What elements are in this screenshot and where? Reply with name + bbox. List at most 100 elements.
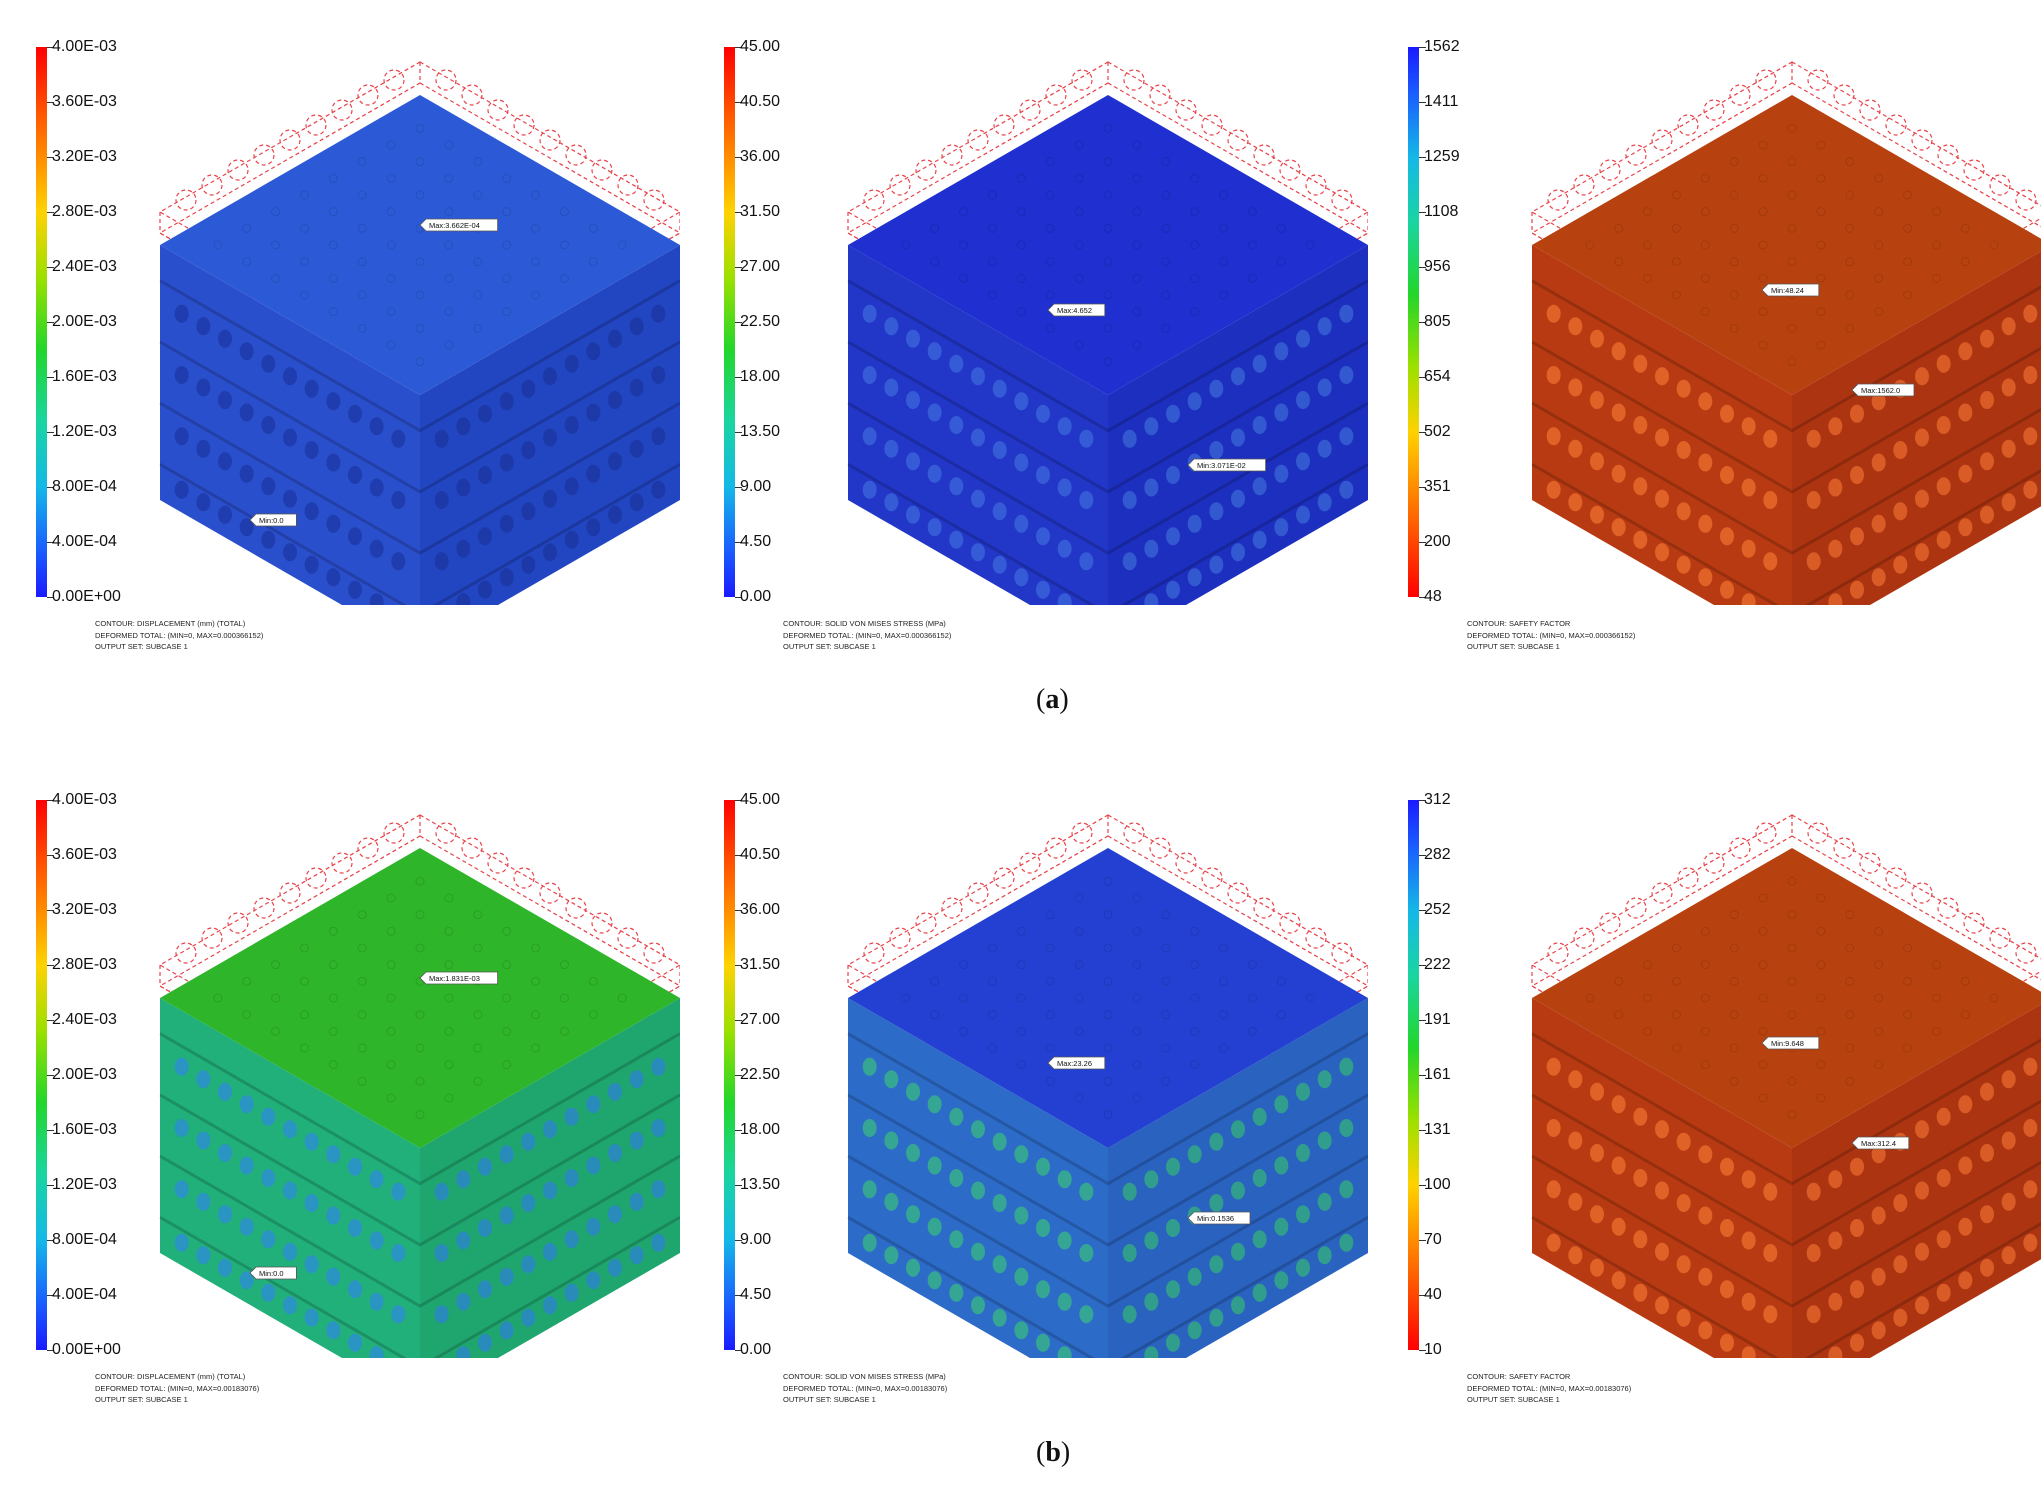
model-top-face xyxy=(1532,848,2041,1148)
max-marker-text: Max:3.662E-04 xyxy=(429,221,480,230)
max-marker: Max:4.652 xyxy=(1047,303,1106,317)
colorbar-tick-mark xyxy=(1419,102,1426,103)
colorbar-tick-mark xyxy=(47,1185,54,1186)
colorbar-tick-label: 1411 xyxy=(1424,93,1459,110)
colorbar-tick-mark xyxy=(47,157,54,158)
colorbar-tick-label: 100 xyxy=(1424,1176,1451,1193)
colorbar-tick-label: 1.20E-03 xyxy=(52,1176,117,1193)
colorbar-tick-label: 654 xyxy=(1424,368,1451,385)
surface-dimples xyxy=(862,304,1354,605)
colorbar-tick-label: 9.00 xyxy=(740,478,772,495)
panel-b-safety: 312 282 252 222 191 161 131 100 70 40 10 Min:9.648 M… xyxy=(1372,788,2041,1438)
min-marker-text: Min:3.071E-02 xyxy=(1197,461,1246,470)
colorbar-tick-mark xyxy=(1419,910,1426,911)
colorbar-tick-mark xyxy=(47,965,54,966)
colorbar-tick-label: 222 xyxy=(1424,956,1451,973)
colorbar-tick-mark xyxy=(735,1075,742,1076)
colorbar xyxy=(724,800,735,1350)
colorbar-tick-label: 200 xyxy=(1424,533,1451,550)
caption-b-letter: b xyxy=(1045,1437,1061,1468)
min-marker-text: Min:0.0 xyxy=(259,516,284,525)
colorbar-tick-label: 27.00 xyxy=(740,258,781,275)
colorbar-tick-mark xyxy=(735,322,742,323)
colorbar-tick-label: 2.80E-03 xyxy=(52,956,117,973)
min-marker-text: Min:0.1536 xyxy=(1197,1214,1234,1223)
colorbar-tick-label: 8.00E-04 xyxy=(52,1231,117,1248)
colorbar-tick-label: 312 xyxy=(1424,791,1451,808)
colorbar-tick-label: 8.00E-04 xyxy=(52,478,117,495)
colorbar-tick-mark xyxy=(47,377,54,378)
colorbar-tick-label: 2.40E-03 xyxy=(52,1011,117,1028)
colorbar-tick-label: 31.50 xyxy=(740,956,781,973)
min-marker: Max:312.4 xyxy=(1851,1136,1910,1150)
colorbar-tick-mark xyxy=(735,157,742,158)
colorbar-tick-mark xyxy=(47,1130,54,1131)
contour-info-line: OUTPUT SET: SUBCASE 1 xyxy=(783,1395,876,1404)
contour-info-line: OUTPUT SET: SUBCASE 1 xyxy=(783,642,876,651)
colorbar-tick-label: 282 xyxy=(1424,846,1451,863)
surface-dimples xyxy=(1546,1057,2038,1358)
min-marker: Min:0.1536 xyxy=(1187,1211,1251,1225)
contour-info-line: CONTOUR: SOLID VON MISES STRESS (MPa) xyxy=(783,619,946,628)
colorbar-tick-label: 70 xyxy=(1424,1231,1442,1248)
colorbar-tick-mark xyxy=(1419,1350,1426,1351)
colorbar-tick-mark xyxy=(47,910,54,911)
colorbar-tick-mark xyxy=(735,910,742,911)
colorbar-tick-mark xyxy=(1419,855,1426,856)
colorbar-tick-label: 191 xyxy=(1424,1011,1451,1028)
model-right-face xyxy=(1792,1004,2041,1358)
colorbar-tick-mark xyxy=(1419,965,1426,966)
colorbar-tick-mark xyxy=(735,102,742,103)
contour-info-line: DEFORMED TOTAL: (MIN=0, MAX=0.000366152) xyxy=(95,630,264,640)
colorbar-tick-mark xyxy=(1419,212,1426,213)
colorbar-tick-label: 4.00E-03 xyxy=(52,38,117,55)
colorbar-tick-mark xyxy=(1419,157,1426,158)
colorbar-tick-label: 4.00E-04 xyxy=(52,533,117,550)
colorbar-tick-mark xyxy=(735,1240,742,1241)
colorbar-tick-label: 3.60E-03 xyxy=(52,93,117,110)
colorbar-tick-label: 0.00E+00 xyxy=(52,1341,121,1358)
caption-a: (a) xyxy=(1036,684,1069,715)
colorbar-tick-mark xyxy=(735,800,742,801)
max-marker: Max:3.662E-04 xyxy=(419,218,499,232)
contour-info-line: CONTOUR: SAFETY FACTOR xyxy=(1467,1372,1571,1381)
colorbar-tick-mark xyxy=(1419,1240,1426,1241)
colorbar-tick-mark xyxy=(735,965,742,966)
colorbar-tick-label: 2.00E-03 xyxy=(52,313,117,330)
colorbar-tick-label: 27.00 xyxy=(740,1011,781,1028)
colorbar xyxy=(36,47,47,597)
contour-info: CONTOUR: SAFETY FACTOR DEFORMED TOTAL: (M… xyxy=(1467,1371,1631,1406)
min-marker: Min:3.071E-02 xyxy=(1187,458,1266,472)
colorbar-tick-mark xyxy=(47,487,54,488)
min-marker-text: Max:1562.0 xyxy=(1861,386,1900,395)
top-face-marks xyxy=(213,123,627,367)
model-top-face xyxy=(160,848,680,1148)
colorbar-tick-mark xyxy=(1419,800,1426,801)
top-face-marks xyxy=(901,123,1315,367)
colorbar-tick-label: 10 xyxy=(1424,1341,1442,1358)
colorbar-tick-label: 2.40E-03 xyxy=(52,258,117,275)
colorbar-tick-label: 22.50 xyxy=(740,1066,781,1083)
min-marker-text: Max:312.4 xyxy=(1861,1139,1896,1148)
colorbar-tick-mark xyxy=(47,1240,54,1241)
colorbar-tick-mark xyxy=(47,322,54,323)
layer-seams xyxy=(847,279,1368,605)
colorbar-tick-mark xyxy=(735,597,742,598)
colorbar-tick-mark xyxy=(47,855,54,856)
contour-info-line: DEFORMED TOTAL: (MIN=0, MAX=0.000366152) xyxy=(1467,630,1636,640)
min-marker: Min:0.0 xyxy=(249,513,297,527)
colorbar-tick-mark xyxy=(47,1295,54,1296)
colorbar-tick-mark xyxy=(47,597,54,598)
colorbar-tick-mark xyxy=(47,800,54,801)
min-marker: Min:0.0 xyxy=(249,1266,297,1280)
model-top-face xyxy=(848,95,1368,395)
colorbar-tick-mark xyxy=(47,1020,54,1021)
fea-model: Min:9.648 Max:312.4 xyxy=(1530,814,2041,1358)
panel-b-stress: 45.00 40.50 36.00 31.50 27.00 22.50 18.00 13.50… xyxy=(688,788,1368,1438)
model-top-face xyxy=(1532,95,2041,395)
colorbar-tick-mark xyxy=(735,542,742,543)
max-marker-text: Max:1.831E-03 xyxy=(429,974,480,983)
colorbar-tick-mark xyxy=(735,487,742,488)
colorbar-tick-label: 4.00E-04 xyxy=(52,1286,117,1303)
colorbar-tick-label: 40.50 xyxy=(740,846,781,863)
